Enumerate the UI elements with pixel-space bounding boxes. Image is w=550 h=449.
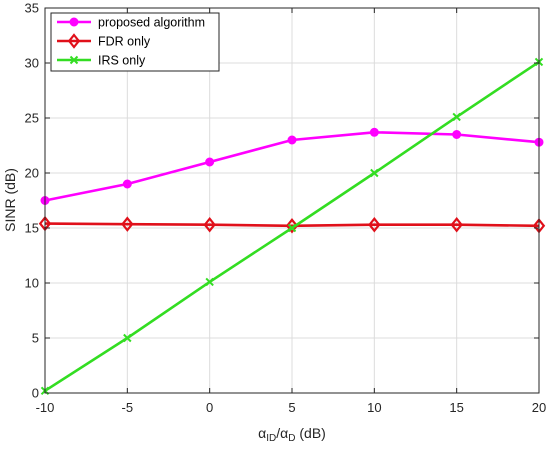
legend-marker (69, 17, 79, 27)
y-tick-label: 35 (25, 1, 39, 16)
legend-entry: FDR only (57, 33, 151, 49)
x-tick-label: -5 (122, 400, 134, 415)
data-point (452, 112, 461, 122)
x-axis-label-main: α (258, 425, 266, 441)
x-axis-label-unit: (dB) (295, 425, 325, 441)
x-axis-label: αID/αD (dB) (258, 425, 326, 444)
y-tick-label: 15 (25, 221, 39, 236)
data-point (123, 333, 132, 343)
data-point (450, 216, 463, 233)
data-point (205, 157, 215, 167)
y-tick-label: 10 (25, 276, 39, 291)
data-point (203, 216, 216, 233)
legend: proposed algorithm FDR only IRS only (50, 12, 220, 72)
data-point (122, 179, 132, 189)
data-point (205, 277, 214, 287)
x-tick-label: -10 (36, 400, 55, 415)
x-tick-label: 5 (288, 400, 295, 415)
data-point (287, 223, 297, 233)
x-tick-label: 15 (449, 400, 463, 415)
x-tick-label: 20 (532, 400, 546, 415)
y-tick-label: 30 (25, 56, 39, 71)
y-tick-label: 0 (32, 386, 39, 401)
y-tick-label: 20 (25, 166, 39, 181)
data-point (370, 168, 379, 178)
series-circle (40, 127, 544, 205)
x-axis-label-sep: /α (276, 425, 288, 441)
x-axis-label-sub2: D (288, 433, 295, 444)
x-tick-label: 10 (367, 400, 381, 415)
series-layer (38, 57, 546, 396)
data-point (369, 127, 379, 137)
legend-entry: IRS only (57, 54, 146, 68)
ticks: -10 -5 0 5 10 15 20 0 5 10 15 20 25 30 35 (25, 1, 547, 416)
legend-marker (67, 33, 81, 49)
x-tick-label: 0 (206, 400, 213, 415)
x-axis-label-sub1: ID (266, 433, 276, 444)
y-tick-label: 5 (32, 331, 39, 346)
y-tick-label: 25 (25, 111, 39, 126)
data-point (285, 218, 299, 234)
series-diamond (38, 215, 546, 234)
data-point (121, 216, 134, 232)
legend-label: proposed algorithm (98, 16, 205, 30)
data-point (452, 130, 462, 139)
series-line (44, 222, 540, 228)
legend-label: IRS only (98, 54, 146, 68)
data-point (368, 216, 381, 233)
legend-marker (69, 55, 79, 65)
y-axis-label: SINR (dB) (2, 168, 18, 232)
legend-entry: proposed algorithm (57, 16, 205, 30)
data-point (287, 135, 297, 145)
legend-label: FDR only (98, 35, 151, 49)
